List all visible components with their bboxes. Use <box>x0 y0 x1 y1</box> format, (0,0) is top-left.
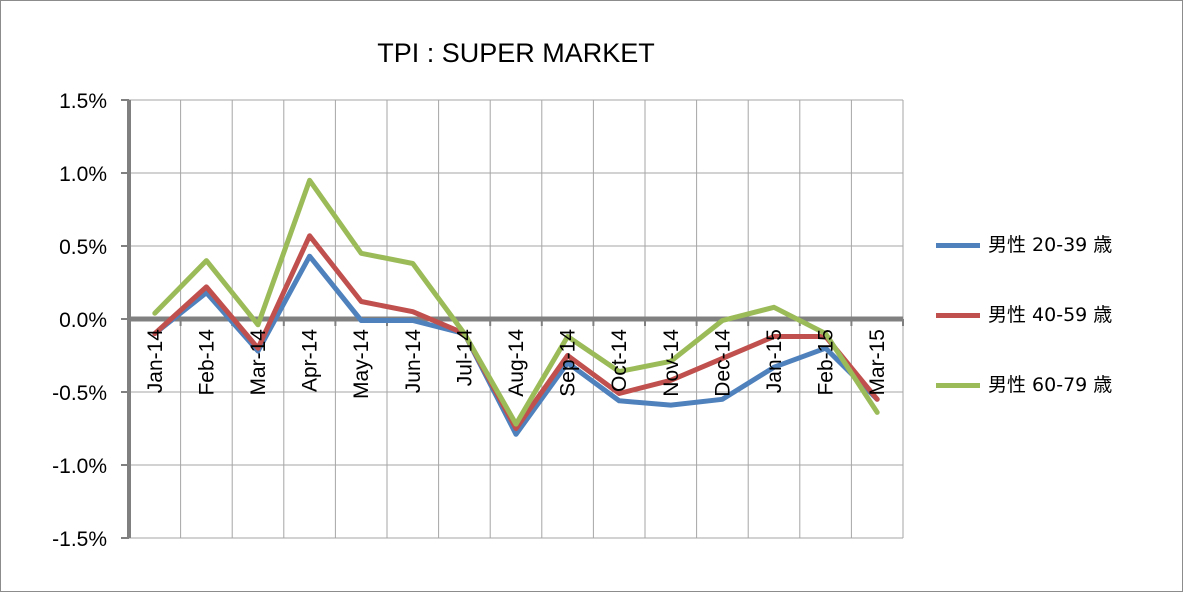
legend: 男性 20-39 歳男性 40-59 歳男性 60-79 歳 <box>936 228 1176 438</box>
x-tick-label: May-14 <box>350 329 373 399</box>
x-tick-label: Nov-14 <box>660 329 683 397</box>
x-tick-label: Dec-14 <box>711 329 734 397</box>
y-tick-label: -0.5% <box>52 382 107 405</box>
x-tick-label: Jun-14 <box>402 329 425 394</box>
chart-title: TPI : SUPER MARKET <box>377 38 655 68</box>
legend-swatch <box>936 313 980 318</box>
legend-label: 男性 20-39 歳 <box>988 234 1113 256</box>
legend-label: 男性 40-59 歳 <box>988 304 1113 326</box>
y-tick-label: 1.5% <box>59 90 107 113</box>
x-tick-label: Feb-15 <box>815 329 838 396</box>
legend-swatch <box>936 383 980 388</box>
x-tick-label: Jan-14 <box>144 329 167 394</box>
legend-item: 男性 20-39 歳 <box>936 228 1176 298</box>
x-tick-label: Jul-14 <box>453 329 476 387</box>
axes <box>121 99 904 539</box>
x-tick-label: Sep-14 <box>557 329 580 397</box>
x-tick-label: Jan-15 <box>763 329 786 393</box>
legend-item: 男性 40-59 歳 <box>936 298 1176 368</box>
y-tick-labels: 1.5% 1.0% 0.5% 0.0% -0.5% -1.0% -1.5% <box>52 90 107 551</box>
x-tick-labels: Jan-14 Feb-14 Mar-14 Apr-14 May-14 Jun-14 Jul-… <box>144 329 889 399</box>
y-tick-label: -1.0% <box>52 455 107 478</box>
series-layer <box>152 177 880 437</box>
x-tick-label: Oct-14 <box>608 329 631 392</box>
x-tick-label: Mar-15 <box>866 329 889 396</box>
legend-label: 男性 60-79 歳 <box>988 374 1113 396</box>
y-tick-label: -1.5% <box>52 528 107 551</box>
series-line-1 <box>152 253 880 437</box>
legend-swatch <box>936 243 980 248</box>
x-tick-label: Feb-14 <box>195 329 218 396</box>
series-line-2 <box>152 233 880 431</box>
x-tick-label: Mar-14 <box>247 329 270 396</box>
y-tick-label: 0.0% <box>59 309 107 332</box>
legend-item: 男性 60-79 歳 <box>936 368 1176 438</box>
series-line-3 <box>152 177 880 427</box>
x-tick-label: Aug-14 <box>505 329 528 397</box>
y-tick-label: 0.5% <box>59 236 107 259</box>
y-tick-label: 1.0% <box>59 163 107 186</box>
x-tick-label: Apr-14 <box>299 329 322 392</box>
